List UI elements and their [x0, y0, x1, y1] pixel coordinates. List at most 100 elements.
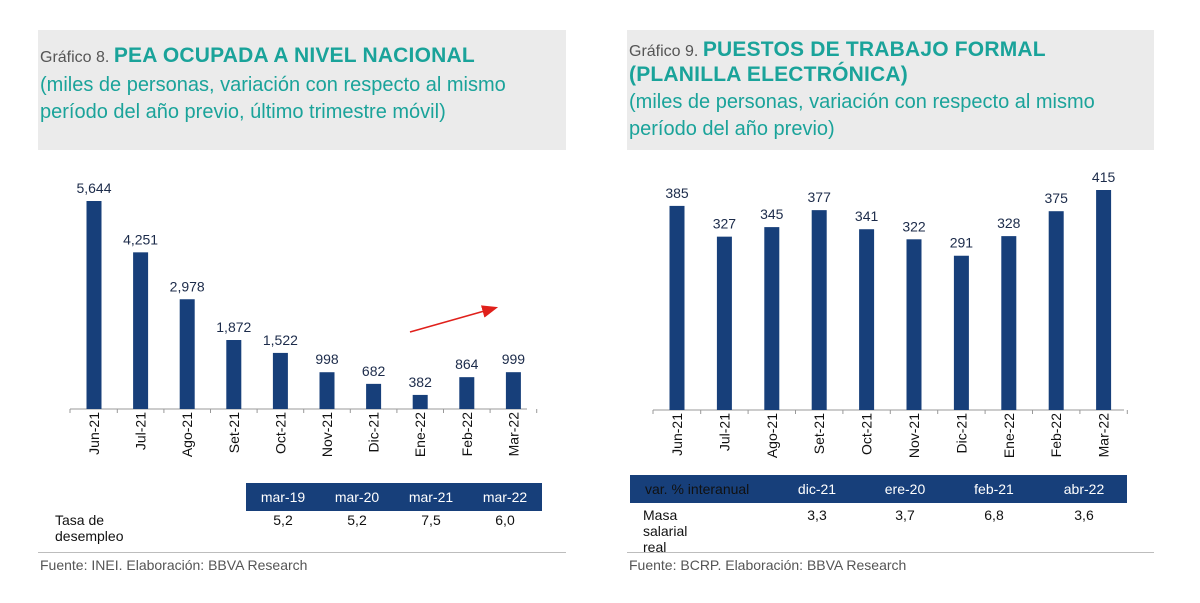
left-table-header: mar-19 [260, 489, 306, 505]
left-data-label: 5,644 [76, 180, 111, 196]
right-table-header: feb-21 [974, 481, 1014, 497]
right-category-label: Ene-22 [1001, 413, 1017, 458]
left-category-label: Mar-22 [505, 412, 521, 457]
left-data-label: 999 [502, 351, 526, 367]
right-subtitle-line2: período del año previo) [629, 118, 835, 140]
left-data-label: 864 [455, 356, 479, 372]
left-subtitle-line1: (miles de personas, variación con respec… [40, 74, 506, 96]
right-table-value: 3,7 [895, 507, 915, 523]
left-data-label: 2,978 [170, 278, 205, 294]
right-data-label: 291 [950, 235, 974, 251]
right-data-label: 345 [760, 206, 784, 222]
left-bar [505, 372, 521, 409]
left-source-note: Fuente: INEI. Elaboración: BBVA Research [40, 557, 308, 573]
right-table-header: dic-21 [797, 481, 837, 497]
left-bar [272, 352, 288, 409]
right-category-label: Jul-21 [716, 413, 732, 451]
left-source-divider [38, 552, 566, 553]
left-category-label: Jun-21 [86, 412, 102, 455]
left-table-value: 6,0 [495, 512, 515, 528]
right-source-divider [627, 552, 1154, 553]
left-table-value: 5,2 [347, 512, 367, 528]
left-category-label: Jul-21 [133, 412, 149, 450]
left-table-header: mar-20 [334, 489, 380, 505]
right-bar [669, 205, 685, 410]
right-bar [1001, 236, 1017, 410]
left-table-value: 5,2 [273, 512, 293, 528]
left-bar [412, 394, 428, 409]
right-category-label: Nov-21 [906, 413, 922, 458]
right-table-value: 6,8 [984, 507, 1004, 523]
left-table-row-label: Tasa de desempleo [55, 512, 124, 544]
left-bar [459, 377, 475, 409]
right-data-label: 328 [997, 215, 1021, 231]
right-source-note: Fuente: BCRP. Elaboración: BBVA Research [629, 557, 907, 573]
trend-arrow-icon [409, 305, 499, 333]
left-category-label: Set-21 [226, 412, 242, 453]
right-table-row-label: Masa salarial real [643, 507, 688, 555]
right-chart-title-line1: PUESTOS DE TRABAJO FORMAL [702, 38, 1046, 61]
left-category-label: Ene-22 [412, 412, 428, 457]
left-data-label: 1,872 [216, 319, 251, 335]
right-data-label: 327 [713, 216, 737, 232]
left-data-label: 682 [362, 363, 386, 379]
right-chart-label: Gráfico 9. [629, 43, 699, 60]
right-bar [1096, 190, 1112, 410]
right-table-value: 3,3 [807, 507, 827, 523]
left-category-label: Feb-22 [459, 412, 475, 457]
right-bar [906, 239, 922, 410]
left-chart-title: PEA OCUPADA A NIVEL NACIONAL [113, 44, 475, 67]
left-bar [366, 383, 382, 409]
left-category-label: Dic-21 [366, 412, 382, 453]
left-category-label: Ago-21 [179, 412, 195, 457]
left-subtitle-line2: período del año previo, último trimestre… [40, 101, 446, 123]
right-table-header-row [630, 475, 1127, 503]
right-category-label: Dic-21 [953, 413, 969, 454]
right-table-value: 3,6 [1074, 507, 1094, 523]
left-bar [86, 201, 102, 409]
left-chart-label: Gráfico 8. [40, 49, 110, 66]
right-table-header: abr-22 [1063, 481, 1105, 497]
right-table-header-label: var. % interanual [645, 481, 750, 497]
left-table-value: 7,5 [421, 512, 441, 528]
right-data-label: 341 [855, 208, 879, 224]
right-category-label: Feb-22 [1048, 413, 1064, 458]
left-bar [319, 372, 335, 409]
right-data-label: 415 [1092, 169, 1116, 185]
left-data-label: 1,522 [263, 332, 298, 348]
right-bar [811, 210, 827, 410]
right-bar [716, 236, 732, 410]
right-category-label: Jun-21 [669, 413, 685, 456]
right-bar [953, 255, 969, 410]
left-category-label: Oct-21 [272, 412, 288, 454]
right-category-label: Oct-21 [859, 413, 875, 455]
right-chart-subtitle: (miles de personas, variación con respec… [629, 89, 1154, 143]
right-data-label: 377 [808, 189, 832, 205]
right-data-label: 375 [1045, 190, 1069, 206]
right-category-label: Ago-21 [764, 413, 780, 458]
left-table-header: mar-22 [482, 489, 528, 505]
right-bar [764, 227, 780, 410]
right-category-label: Mar-22 [1096, 413, 1112, 458]
right-data-label: 385 [665, 185, 689, 201]
left-data-label: 4,251 [123, 231, 158, 247]
right-chart-title-line2: (PLANILLA ELECTRÓNICA) [629, 63, 908, 86]
right-bar [859, 229, 875, 410]
left-chart-header: Gráfico 8. PEA OCUPADA A NIVEL NACIONAL … [38, 30, 566, 150]
right-subtitle-line1: (miles de personas, variación con respec… [629, 91, 1095, 113]
left-table-header: mar-21 [408, 489, 454, 505]
left-bar [133, 252, 149, 409]
right-category-label: Set-21 [811, 413, 827, 454]
left-category-label: Nov-21 [319, 412, 335, 457]
left-bar [179, 299, 195, 409]
left-data-label: 998 [315, 351, 339, 367]
right-data-label: 322 [902, 218, 926, 234]
left-table-header-row [246, 483, 542, 511]
left-bar [226, 340, 242, 409]
left-chart-subtitle: (miles de personas, variación con respec… [40, 72, 566, 126]
right-bar [1048, 211, 1064, 410]
left-data-label: 382 [409, 374, 433, 390]
right-chart-header: Gráfico 9. PUESTOS DE TRABAJO FORMAL (PL… [627, 30, 1154, 150]
